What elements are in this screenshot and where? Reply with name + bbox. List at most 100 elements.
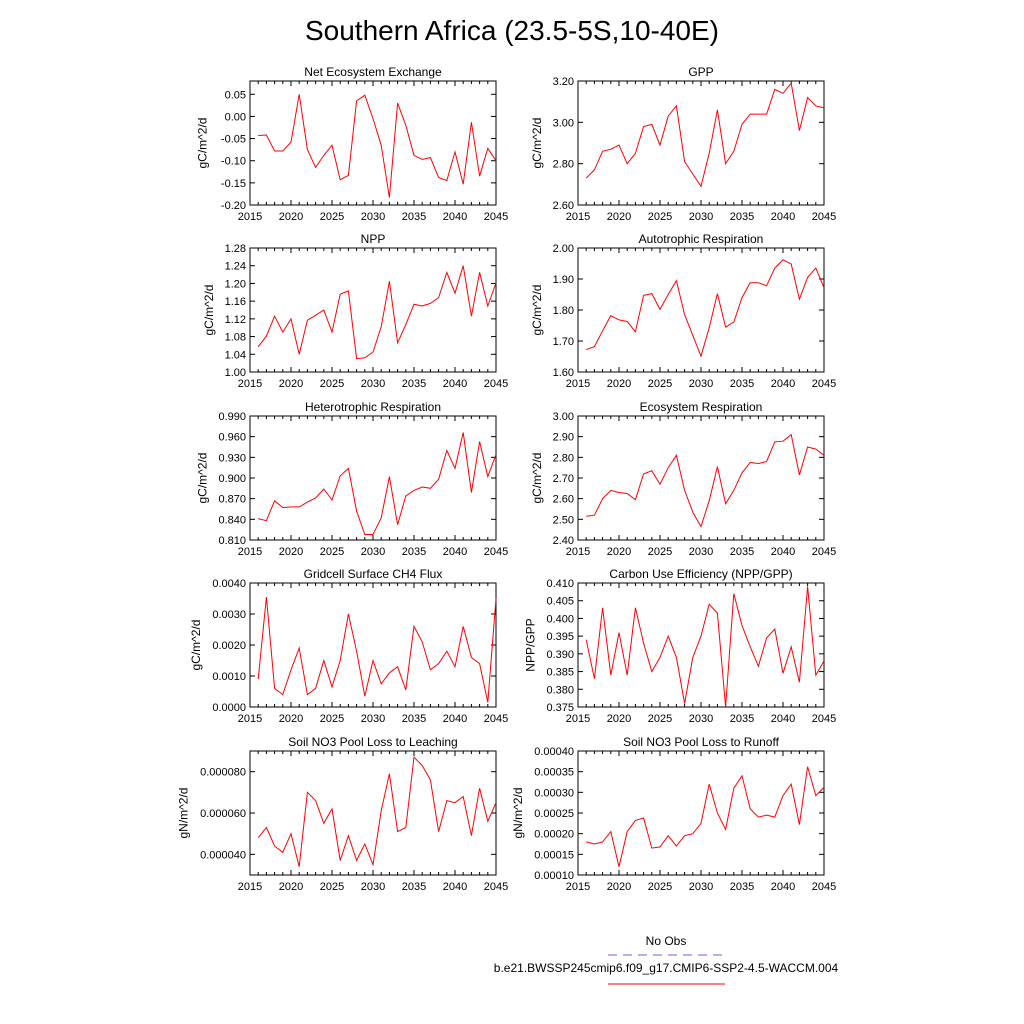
y-tick-label: 2.50: [553, 514, 574, 526]
x-tick-label: 2015: [238, 881, 262, 893]
y-tick-label: 0.375: [546, 702, 574, 714]
x-tick-label: 2045: [484, 211, 508, 223]
chart-panel: Carbon Use Efficiency (NPP/GPP) 2015 2020 2…: [524, 567, 837, 725]
y-axis-label: gC/m^2/d: [530, 453, 544, 504]
y-tick-label: 0.930: [218, 452, 246, 464]
x-tick-label: 2030: [361, 881, 385, 893]
x-tick-label: 2020: [279, 546, 303, 558]
y-tick-label: 0.00: [225, 111, 246, 123]
x-tick-label: 2025: [320, 546, 344, 558]
plot-frame: [577, 750, 825, 876]
x-tick-label: 2020: [607, 211, 631, 223]
x-tick-label: 2020: [279, 378, 303, 390]
figure-title: Southern Africa (23.5-5S,10-40E): [305, 15, 719, 46]
x-tick-label: 2020: [279, 881, 303, 893]
x-tick-label: 2035: [730, 546, 754, 558]
x-tick-label: 2015: [566, 546, 590, 558]
panel-title: Ecosystem Respiration: [640, 400, 763, 414]
y-tick-label: 0.405: [546, 596, 574, 608]
x-tick-label: 2040: [443, 211, 467, 223]
plot-frame: [249, 750, 497, 876]
series-line: [585, 586, 825, 708]
y-tick-label: 1.28: [225, 243, 246, 255]
series-line: [257, 265, 497, 360]
x-tick-label: 2045: [812, 378, 836, 390]
y-axis-label: gC/m^2/d: [530, 285, 544, 336]
y-tick-label: -0.10: [221, 156, 246, 168]
x-tick-label: 2045: [812, 546, 836, 558]
y-axis-label: gN/m^2/d: [177, 788, 191, 839]
series-line: [586, 433, 825, 528]
x-tick-label: 2020: [607, 378, 631, 390]
plot-frame: [249, 415, 497, 541]
chart-panel: Autotrophic Respiration 2015 2020 2025 2030 2…: [530, 232, 836, 390]
x-tick-label: 2035: [402, 713, 426, 725]
panel-title: Autotrophic Respiration: [639, 232, 764, 246]
x-tick-label: 2020: [607, 881, 631, 893]
x-tick-label: 2015: [238, 211, 262, 223]
x-tick-label: 2015: [238, 546, 262, 558]
legend-model-label: b.e21.BWSSP245cmip6.f09_g17.CMIP6-SSP2-4…: [494, 961, 839, 975]
y-axis-label: gC/m^2/d: [196, 453, 210, 504]
x-tick-label: 2035: [402, 881, 426, 893]
x-tick-label: 2045: [484, 546, 508, 558]
x-tick-label: 2045: [812, 881, 836, 893]
y-tick-label: 1.60: [553, 367, 574, 379]
x-tick-label: 2030: [361, 211, 385, 223]
y-tick-label: 0.810: [218, 535, 246, 547]
y-tick-label: 2.80: [553, 452, 574, 464]
chart-panel: Gridcell Surface CH4 Flux 2015 2020 2025 203…: [189, 567, 508, 725]
x-tick-label: 2020: [279, 211, 303, 223]
y-tick-label: 1.24: [225, 261, 246, 273]
x-tick-label: 2015: [566, 211, 590, 223]
x-tick-label: 2045: [484, 378, 508, 390]
y-tick-label: 0.0000: [212, 702, 246, 714]
y-tick-label: 0.00010: [534, 870, 574, 882]
y-tick-label: -0.20: [221, 200, 246, 212]
y-tick-label: 2.90: [553, 432, 574, 444]
y-tick-label: 2.60: [553, 494, 574, 506]
y-tick-label: 0.05: [225, 89, 246, 101]
chart-panel: Ecosystem Respiration 2015 2020 2025 2030 203…: [530, 400, 836, 558]
plot-frame: [577, 582, 825, 708]
y-tick-label: 1.12: [225, 314, 246, 326]
y-tick-label: 1.70: [553, 336, 574, 348]
y-tick-label: 0.380: [546, 684, 574, 696]
chart-panel: Heterotrophic Respiration 2015 2020 2025 203…: [196, 400, 509, 558]
y-tick-label: 3.00: [553, 411, 574, 423]
legend-obs-label: No Obs: [646, 934, 687, 948]
y-tick-label: 2.70: [553, 473, 574, 485]
x-tick-label: 2040: [443, 713, 467, 725]
panel-title: Soil NO3 Pool Loss to Runoff: [623, 735, 780, 749]
x-tick-label: 2030: [689, 211, 713, 223]
y-tick-label: 1.04: [225, 349, 246, 361]
y-tick-label: 0.00015: [534, 849, 574, 861]
panel-title: Heterotrophic Respiration: [305, 400, 441, 414]
x-tick-label: 2040: [771, 378, 795, 390]
y-tick-label: -0.15: [221, 178, 246, 190]
y-tick-label: 1.90: [553, 274, 574, 286]
y-tick-label: 0.960: [218, 432, 246, 444]
y-tick-label: 0.0040: [212, 578, 246, 590]
plot-frame: [249, 247, 497, 373]
x-tick-label: 2015: [566, 713, 590, 725]
x-tick-label: 2040: [771, 881, 795, 893]
x-tick-label: 2025: [648, 378, 672, 390]
x-tick-label: 2025: [648, 713, 672, 725]
x-tick-label: 2040: [771, 546, 795, 558]
y-tick-label: 0.0020: [212, 640, 246, 652]
x-tick-label: 2015: [238, 378, 262, 390]
y-tick-label: -0.05: [221, 134, 246, 146]
y-tick-label: 0.870: [218, 494, 246, 506]
panel-title: NPP: [361, 232, 386, 246]
panel-title: Gridcell Surface CH4 Flux: [304, 567, 443, 581]
y-tick-label: 3.20: [553, 76, 574, 88]
y-axis-label: gC/m^2/d: [189, 620, 203, 671]
y-tick-label: 0.385: [546, 667, 574, 679]
x-tick-label: 2035: [730, 211, 754, 223]
panel-title: GPP: [688, 65, 713, 79]
x-tick-label: 2020: [607, 546, 631, 558]
legend: No Obs b.e21.BWSSP245cmip6.f09_g17.CMIP6…: [494, 934, 839, 985]
y-tick-label: 0.900: [218, 473, 246, 485]
x-tick-label: 2020: [279, 713, 303, 725]
